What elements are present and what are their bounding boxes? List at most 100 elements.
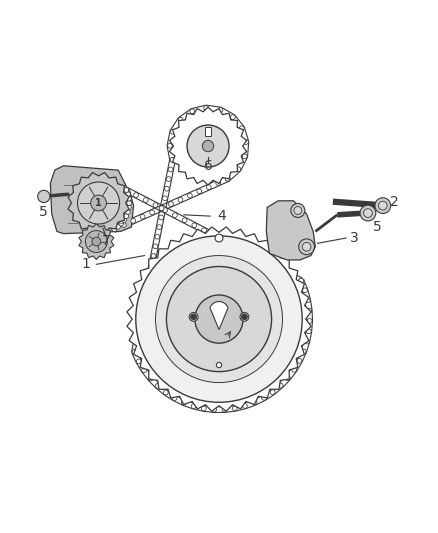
Circle shape [149,263,154,268]
Circle shape [143,198,148,203]
Circle shape [206,185,211,190]
Circle shape [202,140,214,152]
Circle shape [173,213,177,217]
Text: 3: 3 [350,231,359,245]
Circle shape [163,390,168,395]
Circle shape [178,197,183,202]
Circle shape [144,292,148,297]
Circle shape [155,384,160,389]
Circle shape [286,376,290,381]
Circle shape [192,223,197,228]
Circle shape [307,319,312,324]
Circle shape [170,130,175,134]
Circle shape [233,406,237,411]
Circle shape [278,383,283,388]
Circle shape [126,192,131,197]
Circle shape [305,298,310,303]
Circle shape [230,115,235,119]
Circle shape [136,330,141,335]
Circle shape [170,157,175,162]
Circle shape [141,302,146,306]
Circle shape [201,406,206,411]
Circle shape [127,205,131,210]
Circle shape [162,196,167,201]
Circle shape [124,188,129,192]
Polygon shape [79,223,114,260]
Circle shape [291,204,305,217]
Circle shape [222,407,227,412]
Circle shape [197,189,201,194]
Text: 7: 7 [102,234,110,248]
Circle shape [212,233,216,238]
Circle shape [303,288,307,293]
Circle shape [189,312,198,321]
Polygon shape [50,166,134,233]
Circle shape [302,243,311,251]
Circle shape [122,217,127,222]
Circle shape [244,140,248,144]
Circle shape [155,255,283,383]
Circle shape [301,349,306,354]
Circle shape [168,167,173,172]
Circle shape [136,236,302,402]
Circle shape [166,177,171,181]
Circle shape [241,314,247,320]
Polygon shape [266,201,315,260]
Circle shape [215,234,223,242]
Circle shape [159,206,164,211]
Text: 5: 5 [373,220,382,234]
Circle shape [307,308,312,313]
Text: 6: 6 [204,159,212,173]
Circle shape [132,350,137,354]
Polygon shape [210,302,228,329]
Circle shape [78,182,120,224]
Circle shape [252,400,257,405]
Circle shape [112,227,117,232]
Circle shape [116,224,120,229]
Circle shape [119,221,124,226]
FancyBboxPatch shape [205,127,211,135]
Circle shape [112,227,117,232]
Circle shape [240,126,244,131]
Circle shape [304,339,309,344]
Text: 1: 1 [95,198,102,208]
Circle shape [231,243,236,248]
Circle shape [140,214,145,219]
Circle shape [127,196,131,201]
Circle shape [297,359,302,364]
Circle shape [166,266,272,372]
Circle shape [145,282,150,287]
Circle shape [161,206,166,211]
Circle shape [201,228,206,233]
Circle shape [221,238,226,243]
Circle shape [187,125,229,167]
Circle shape [181,400,186,405]
Circle shape [147,273,152,278]
Circle shape [225,176,230,181]
Circle shape [159,215,163,220]
Circle shape [168,143,172,148]
Circle shape [182,218,187,223]
Circle shape [148,376,153,381]
Circle shape [170,157,175,162]
Circle shape [375,198,391,214]
Circle shape [153,244,158,249]
Circle shape [307,329,311,334]
Circle shape [151,254,156,259]
Circle shape [236,167,241,172]
Circle shape [225,176,230,181]
Circle shape [261,395,266,400]
Circle shape [125,209,130,214]
Circle shape [204,106,208,110]
Circle shape [292,367,297,372]
Circle shape [360,205,376,221]
Circle shape [132,350,137,354]
Circle shape [240,248,245,253]
Circle shape [134,340,139,345]
Circle shape [91,195,106,211]
Circle shape [260,258,265,263]
Circle shape [218,108,223,112]
Circle shape [138,321,143,326]
Circle shape [364,209,372,217]
Circle shape [136,359,141,364]
